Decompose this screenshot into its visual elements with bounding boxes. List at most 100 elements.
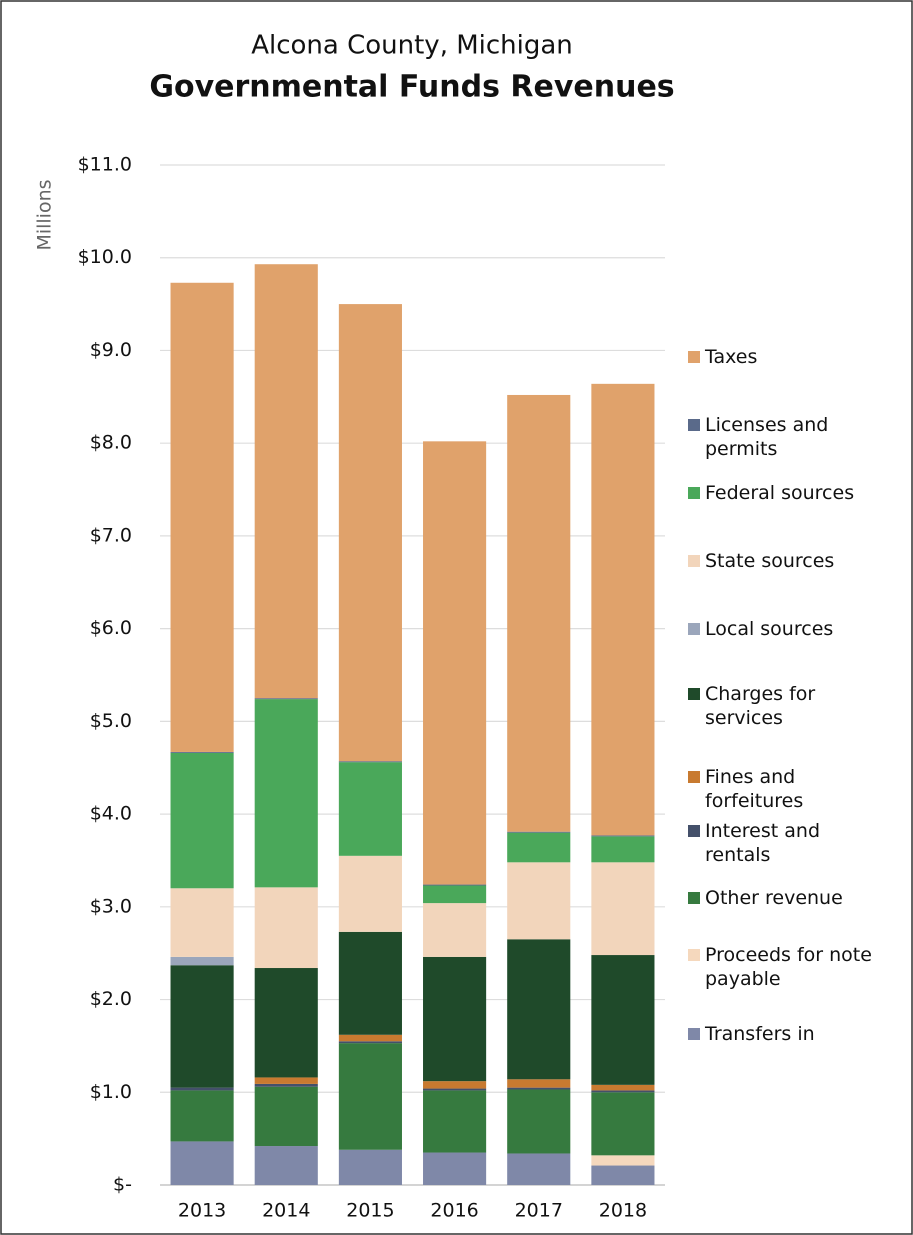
legend-item: Other revenue — [688, 886, 903, 910]
bar-segment — [170, 888, 234, 957]
legend-swatch — [688, 623, 700, 635]
bar-segment — [254, 1083, 318, 1087]
bar-segment — [254, 698, 318, 700]
bar-segment — [338, 1041, 402, 1044]
bar-segment — [254, 699, 318, 888]
bar-segment — [338, 1149, 402, 1185]
legend-item: Local sources — [688, 617, 903, 641]
bar-segment — [338, 304, 402, 762]
bar-segment — [338, 761, 402, 763]
legend-label: Local sources — [705, 618, 834, 640]
legend-item: Proceeds for note payable — [688, 943, 888, 991]
x-tick-label: 2016 — [430, 1200, 478, 1222]
legend-item: Transfers in — [688, 1022, 903, 1046]
bar-segment — [591, 383, 655, 836]
bar-segment — [507, 1153, 571, 1185]
bar-segment — [254, 1086, 318, 1147]
bar-segment — [338, 855, 402, 932]
bar-segment — [170, 965, 234, 1088]
bar-segment — [254, 264, 318, 699]
legend-swatch — [688, 949, 700, 961]
legend-label: Interest and rentals — [705, 820, 821, 866]
x-tick-label: 2018 — [599, 1200, 647, 1222]
bar-segment — [591, 1092, 655, 1156]
bar-segment — [338, 762, 402, 856]
bar-segment — [170, 1090, 234, 1142]
legend-label: Other revenue — [705, 887, 843, 909]
legend-item: Taxes — [688, 345, 903, 369]
legend-swatch — [688, 771, 700, 783]
bar-segment — [254, 887, 318, 969]
bar-segment — [170, 1087, 234, 1091]
x-tick-label: 2014 — [262, 1200, 310, 1222]
bar-segment — [170, 956, 234, 966]
bar-segment — [507, 939, 571, 1080]
bar-segment — [507, 862, 571, 940]
y-tick-label: $7.0 — [90, 524, 132, 546]
bar-segment — [338, 1034, 402, 1042]
y-tick-label: $1.0 — [90, 1081, 132, 1103]
legend-label: Taxes — [705, 346, 758, 368]
bar-segment — [591, 1165, 655, 1185]
bar-segment — [507, 1087, 571, 1090]
legend-swatch — [688, 487, 700, 499]
legend-item: Interest and rentals — [688, 819, 888, 867]
bar-segment — [423, 1088, 487, 1091]
y-tick-label: $4.0 — [90, 803, 132, 825]
bar-segment — [591, 1084, 655, 1091]
bar-segment — [170, 751, 234, 753]
legend-swatch — [688, 419, 700, 431]
legend-label: Transfers in — [705, 1023, 815, 1045]
bar-segment — [591, 1090, 655, 1093]
legend-label: Federal sources — [705, 482, 855, 504]
bar-segment — [170, 282, 234, 752]
chart-title: Alcona County, Michigan — [251, 31, 573, 61]
bar-segment — [591, 835, 655, 837]
bar-segment — [591, 836, 655, 863]
bar-segment — [507, 832, 571, 863]
bar-segment — [423, 885, 487, 904]
y-tick-label: $8.0 — [90, 432, 132, 454]
legend-swatch — [688, 825, 700, 837]
legend-swatch — [688, 892, 700, 904]
bar-segment — [423, 1090, 487, 1153]
legend-swatch — [688, 351, 700, 363]
bar-segment — [423, 441, 487, 885]
bar-segment — [338, 1043, 402, 1150]
bar-segment — [170, 752, 234, 889]
bar-segment — [423, 903, 487, 957]
legend-label: State sources — [705, 550, 835, 572]
bar-segment — [170, 1141, 234, 1185]
bar-segment — [338, 931, 402, 1035]
bar-segment — [254, 1077, 318, 1084]
y-tick-label: $3.0 — [90, 895, 132, 917]
bar-segment — [591, 1155, 655, 1166]
bar-segment — [423, 1081, 487, 1089]
legend-label: Fines and forfeitures — [705, 766, 804, 812]
bar-segment — [507, 1089, 571, 1154]
y-tick-label: $2.0 — [90, 988, 132, 1010]
legend-item: State sources — [688, 549, 903, 573]
bar-segment — [254, 968, 318, 1078]
y-tick-label: $6.0 — [90, 617, 132, 639]
y-axis-label: Millions — [34, 179, 56, 250]
legend-item: Fines and forfeitures — [688, 765, 888, 813]
bar-segment — [507, 1079, 571, 1088]
bar-segment — [423, 1152, 487, 1185]
y-tick-label: $- — [113, 1174, 132, 1196]
y-tick-label: $5.0 — [90, 710, 132, 732]
y-tick-label: $9.0 — [90, 339, 132, 361]
legend-label: Proceeds for note payable — [705, 944, 872, 990]
x-tick-label: 2017 — [515, 1200, 563, 1222]
y-tick-label: $11.0 — [78, 154, 132, 176]
legend-swatch — [688, 1028, 700, 1040]
legend-item: Federal sources — [688, 481, 903, 505]
x-tick-label: 2013 — [178, 1200, 226, 1222]
y-tick-label: $10.0 — [78, 246, 132, 268]
bar-segment — [423, 884, 487, 886]
chart-subtitle: Governmental Funds Revenues — [149, 70, 674, 105]
bar-segment — [254, 1146, 318, 1185]
bar-segment — [423, 956, 487, 1082]
